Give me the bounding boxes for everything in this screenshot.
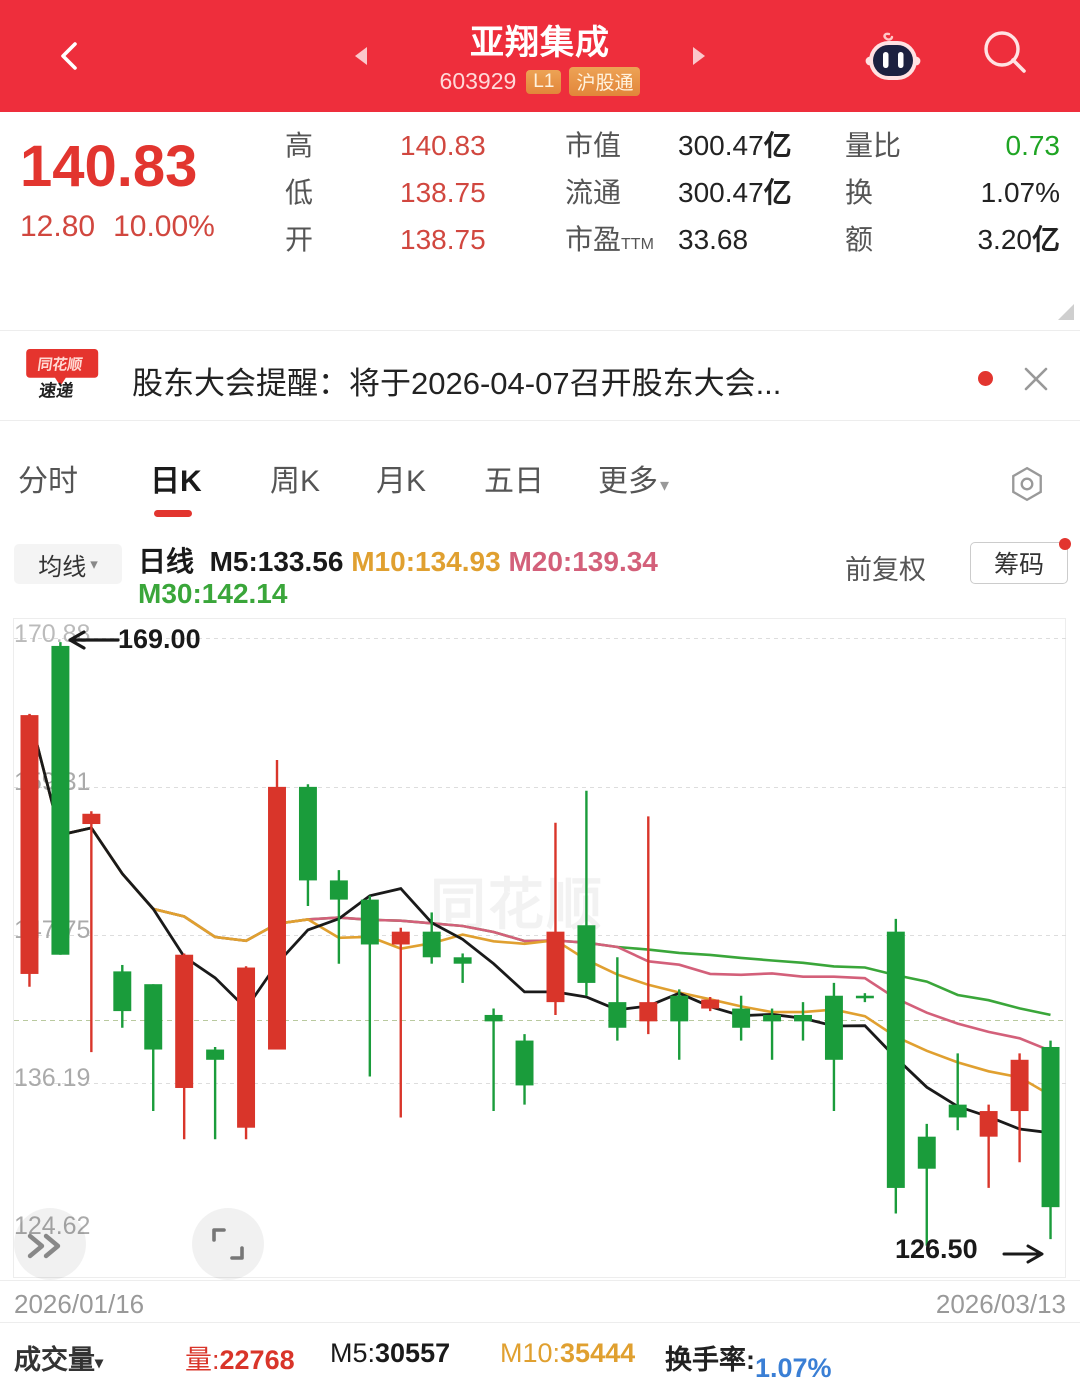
svg-text:同花顺: 同花顺	[36, 356, 83, 374]
svg-text:速递: 速递	[38, 381, 76, 401]
